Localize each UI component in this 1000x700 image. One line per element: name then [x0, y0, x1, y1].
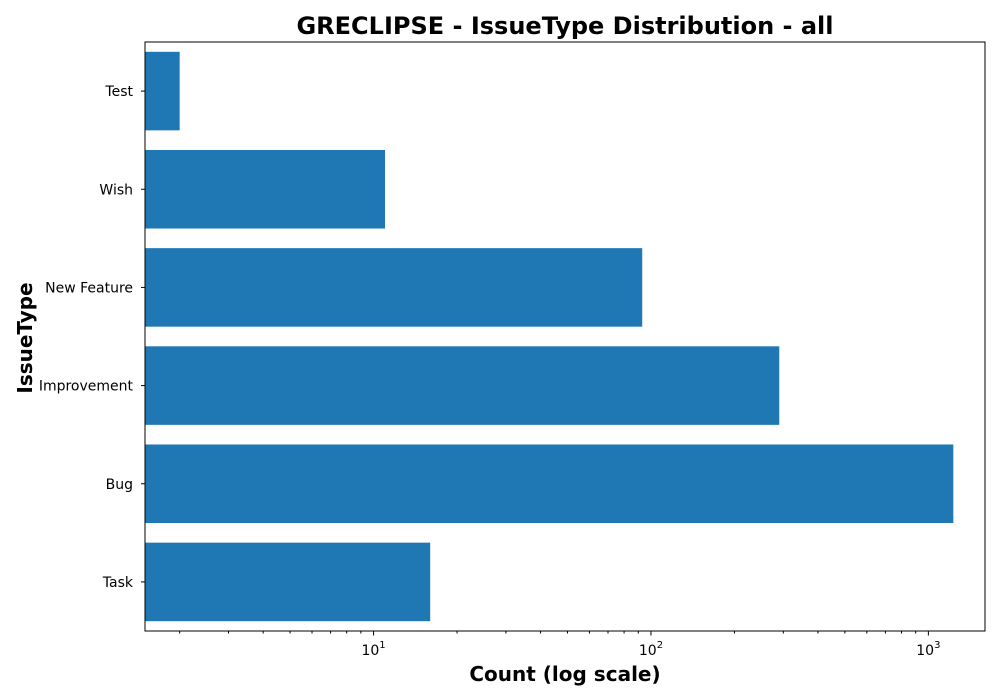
- bar-new-feature: [145, 248, 643, 327]
- y-tick-label-task: Task: [102, 575, 134, 591]
- y-tick-label-new-feature: New Feature: [45, 280, 133, 296]
- bar-wish: [145, 149, 386, 229]
- x-axis-label: Count (log scale): [469, 662, 660, 686]
- x-tick-label-10-1: 101: [361, 640, 385, 659]
- bar-test: [145, 51, 180, 131]
- plot-frame: [144, 41, 986, 632]
- x-tick-label-10-2: 102: [639, 640, 663, 659]
- y-axis-label: IssueType: [13, 282, 37, 393]
- y-tick-label-improvement: Improvement: [39, 379, 134, 395]
- y-axis-ticks: Task Bug Improvement New Feature Wish Test: [39, 84, 145, 591]
- x-axis-ticks: 101 102 103: [179, 631, 940, 659]
- y-tick-label-wish: Wish: [99, 182, 133, 198]
- bar-task: [145, 542, 431, 622]
- bars-group: [145, 51, 954, 622]
- bar-improvement: [145, 346, 780, 425]
- x-tick-label-10-3: 103: [916, 640, 940, 659]
- bar-bug: [145, 444, 954, 524]
- y-tick-label-bug: Bug: [106, 477, 133, 493]
- y-tick-label-test: Test: [104, 84, 133, 100]
- chart-title: GRECLIPSE - IssueType Distribution - all: [296, 12, 833, 40]
